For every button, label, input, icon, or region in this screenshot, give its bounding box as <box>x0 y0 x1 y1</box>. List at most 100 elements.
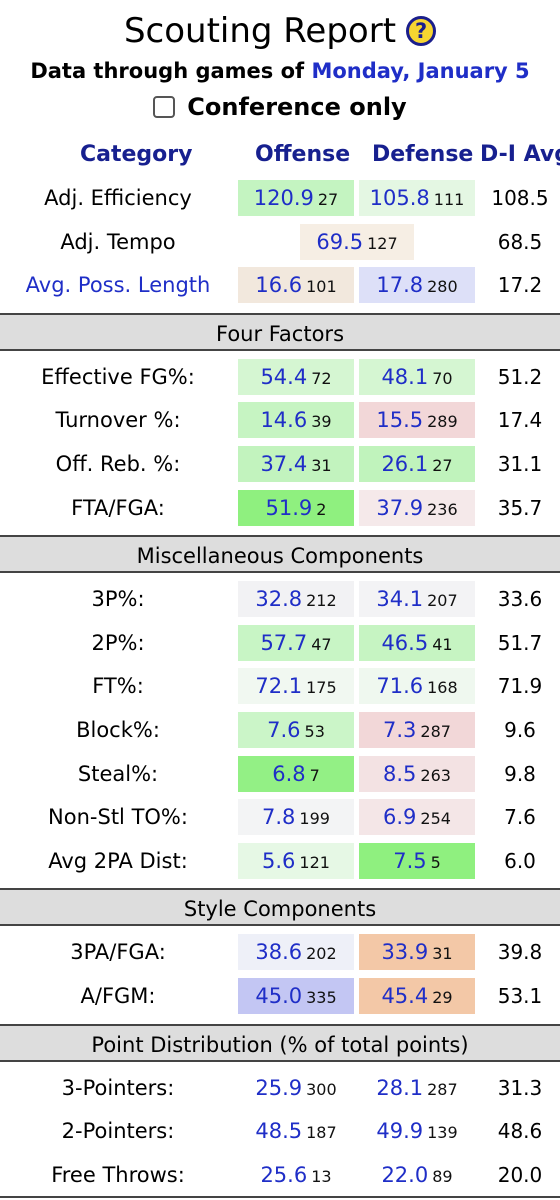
offense-rank: 199 <box>299 809 330 829</box>
defense-value[interactable]: 45.4 <box>381 984 429 1008</box>
offense-cell: 72.1 175 <box>238 668 354 705</box>
offense-value[interactable]: 54.4 <box>260 364 308 389</box>
category-column-header[interactable]: Category <box>80 142 193 167</box>
table-row: Non-Stl TO%: 7.8 199 6.9 254 7.6 <box>0 797 560 837</box>
offense-value[interactable]: 5.6 <box>262 848 296 873</box>
d1-average-value: 31.3 <box>497 1075 543 1100</box>
defense-value[interactable]: 34.1 <box>376 587 424 612</box>
column-headers: Category Offense Defense D-I Avg <box>0 142 560 174</box>
defense-rank: 263 <box>420 765 451 785</box>
defense-value[interactable]: 6.9 <box>383 805 417 830</box>
defense-cell: 7.3 287 <box>359 712 475 748</box>
offense-value[interactable]: 45.0 <box>255 984 303 1008</box>
offense-value[interactable]: 16.6 <box>255 273 303 298</box>
offense-value[interactable]: 37.4 <box>260 452 308 476</box>
table-row: 3-Pointers: 25.9 300 28.1 287 31.3 <box>0 1068 560 1108</box>
defense-cell: 8.5 263 <box>359 755 475 792</box>
defense-cell: 71.6 168 <box>359 668 475 705</box>
defense-value[interactable]: 22.0 <box>381 1162 429 1187</box>
d1-average-value: 35.7 <box>497 495 543 520</box>
row-label: Off. Reb. %: <box>55 452 181 476</box>
offense-value[interactable]: 6.8 <box>272 761 306 786</box>
offense-value[interactable]: 7.6 <box>267 718 301 742</box>
defense-value[interactable]: 33.9 <box>381 940 429 965</box>
defense-rank: 27 <box>432 456 453 475</box>
table-row: 3PA/FGA: 38.6 202 33.9 31 39.8 <box>0 932 560 972</box>
row-label: 2P%: <box>91 630 145 655</box>
d1-average-value: 6.0 <box>504 848 536 873</box>
table-row: Adj. Tempo 69.5 127 68.5 <box>0 222 560 262</box>
date-link[interactable]: Monday, January 5 <box>311 59 530 83</box>
row-label: Steal%: <box>77 761 159 786</box>
conference-only-label: Conference only <box>187 93 407 121</box>
offense-cell: 25.6 13 <box>238 1156 354 1193</box>
offense-value[interactable]: 25.6 <box>260 1162 308 1187</box>
tempo-value[interactable]: 69.5 <box>316 229 364 254</box>
defense-value[interactable]: 15.5 <box>376 408 424 433</box>
defense-rank: 89 <box>432 1166 453 1186</box>
section-header-four-factors: Four Factors <box>0 312 560 351</box>
row-label: 3PA/FGA: <box>70 940 166 965</box>
conference-only-toggle[interactable]: Conference only <box>0 91 560 123</box>
offense-value[interactable]: 72.1 <box>255 674 303 699</box>
offense-rank: 13 <box>311 1166 332 1186</box>
offense-rank: 175 <box>306 678 337 698</box>
defense-value[interactable]: 37.9 <box>376 495 424 520</box>
defense-column-header[interactable]: Defense <box>372 142 474 167</box>
defense-rank: 287 <box>427 1079 458 1099</box>
offense-cell: 25.9 300 <box>238 1069 354 1106</box>
defense-value[interactable]: 8.5 <box>383 761 417 786</box>
table-row: Avg. Poss. Length 16.6 101 17.8 280 17.2 <box>0 265 560 305</box>
defense-cell: 26.1 27 <box>359 446 475 482</box>
defense-value[interactable]: 71.6 <box>376 674 424 699</box>
defense-value[interactable]: 26.1 <box>381 452 429 476</box>
defense-value[interactable]: 46.5 <box>381 630 429 655</box>
table-bottom-rule <box>0 1196 560 1198</box>
table-row: 2P%: 57.7 47 46.5 41 51.7 <box>0 623 560 663</box>
offense-rank: 187 <box>306 1123 337 1143</box>
row-label[interactable]: Avg. Poss. Length <box>25 273 211 298</box>
table-row: Free Throws: 25.6 13 22.0 89 20.0 <box>0 1155 560 1195</box>
conference-only-checkbox[interactable] <box>153 96 176 118</box>
table-row: Adj. Efficiency 120.9 27 105.8 111 108.5 <box>0 178 560 218</box>
defense-cell: 17.8 280 <box>359 267 475 304</box>
offense-value[interactable]: 25.9 <box>255 1075 303 1100</box>
row-label: Avg 2PA Dist: <box>48 848 188 873</box>
defense-value[interactable]: 28.1 <box>376 1075 424 1100</box>
table-row: 3P%: 32.8 212 34.1 207 33.6 <box>0 579 560 619</box>
row-label: 3-Pointers: <box>61 1075 175 1100</box>
d1-average-value: 53.1 <box>497 984 543 1008</box>
defense-value[interactable]: 105.8 <box>369 186 430 210</box>
help-icon[interactable]: ? <box>406 16 437 46</box>
defense-value[interactable]: 7.3 <box>383 718 417 742</box>
table-row: Effective FG%: 54.4 72 48.1 70 51.2 <box>0 357 560 397</box>
offense-column-header[interactable]: Offense <box>255 142 351 167</box>
defense-value[interactable]: 48.1 <box>381 364 429 389</box>
offense-value[interactable]: 38.6 <box>255 940 303 965</box>
offense-rank: 121 <box>299 852 330 872</box>
offense-value[interactable]: 32.8 <box>255 587 303 612</box>
offense-cell: 51.9 2 <box>238 489 354 526</box>
defense-value[interactable]: 17.8 <box>376 273 424 298</box>
offense-value[interactable]: 120.9 <box>253 186 314 210</box>
avg-column-header[interactable]: D-I Avg <box>480 142 560 167</box>
table-row: Off. Reb. %: 37.4 31 26.1 27 31.1 <box>0 444 560 484</box>
defense-rank: 41 <box>432 634 453 654</box>
tempo-rank: 127 <box>367 233 398 253</box>
offense-value[interactable]: 48.5 <box>255 1119 303 1144</box>
defense-cell: 48.1 70 <box>359 358 475 395</box>
offense-value[interactable]: 51.9 <box>265 495 313 520</box>
offense-rank: 27 <box>317 190 339 209</box>
row-label: Effective FG%: <box>41 364 195 389</box>
row-label: Adj. Efficiency <box>44 186 192 210</box>
report-header: Scouting Report ? Data through games of … <box>0 8 560 123</box>
offense-value[interactable]: 57.7 <box>260 630 308 655</box>
defense-value[interactable]: 49.9 <box>376 1119 424 1144</box>
offense-value[interactable]: 14.6 <box>260 408 308 433</box>
defense-value[interactable]: 7.5 <box>393 848 427 873</box>
offense-value[interactable]: 7.8 <box>262 805 296 830</box>
defense-rank: 5 <box>430 852 441 872</box>
table-row: Turnover %: 14.6 39 15.5 289 17.4 <box>0 400 560 440</box>
d1-average-value: 9.8 <box>504 761 536 786</box>
d1-average-value: 68.5 <box>497 229 543 254</box>
